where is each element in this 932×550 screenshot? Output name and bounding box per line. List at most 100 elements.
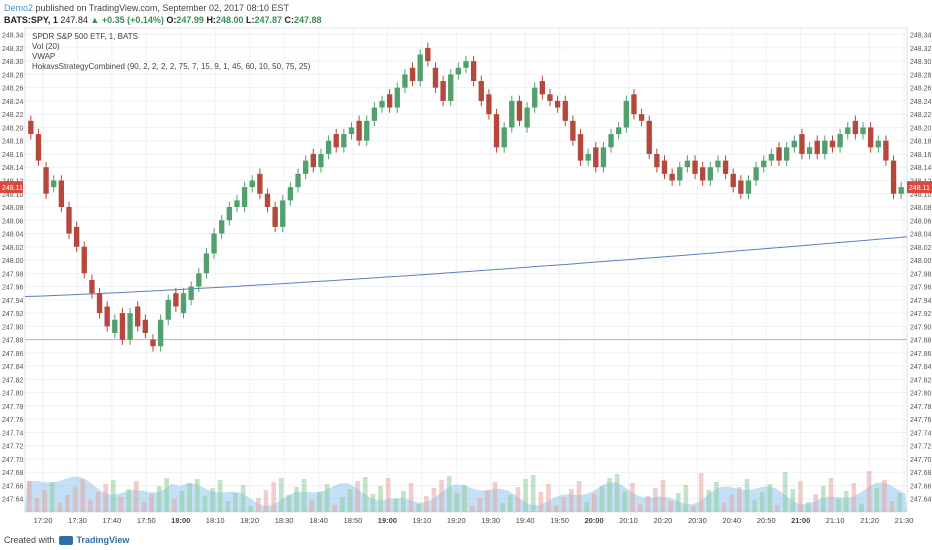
volume-bar <box>668 501 673 512</box>
volume-bar <box>569 489 574 512</box>
candle-body <box>287 187 294 201</box>
y-tick-label-left: 247.98 <box>2 271 24 278</box>
candle-body <box>257 173 263 194</box>
volume-bar <box>256 498 261 512</box>
y-tick-label-left: 247.72 <box>2 444 24 451</box>
open-label: O: <box>166 15 177 25</box>
volume-bar <box>446 476 452 512</box>
volume-bar <box>103 484 108 512</box>
volume-bar <box>790 489 796 512</box>
volume-bar <box>492 482 498 512</box>
y-tick-label-left: 247.82 <box>2 377 24 384</box>
volume-bar <box>683 485 689 512</box>
tradingview-brand[interactable]: TradingView <box>76 535 130 545</box>
candle-body <box>104 306 110 327</box>
volume-bar <box>729 495 735 512</box>
candle-body <box>150 339 156 347</box>
x-tick-label: 21:20 <box>860 516 879 525</box>
legend-symbol[interactable]: SPDR S&P 500 ETF, 1, BATS <box>32 32 138 41</box>
volume-bar <box>515 487 521 512</box>
x-tick-label: 21:30 <box>895 516 914 525</box>
candle-body <box>211 233 217 254</box>
candle-body <box>28 120 34 135</box>
y-tick-label-right: 248.34 <box>910 33 932 40</box>
vwap-line <box>24 236 908 297</box>
volume-bar <box>248 506 254 512</box>
volume-bar <box>88 500 93 512</box>
volume-bar <box>553 505 559 512</box>
x-tick-label: 20:30 <box>688 516 707 525</box>
candle-body <box>783 147 790 161</box>
y-tick-label-left: 247.70 <box>2 457 24 464</box>
candle-body <box>547 94 553 101</box>
y-tick-label-right: 247.64 <box>910 497 932 504</box>
volume-bar <box>355 481 360 512</box>
y-tick-label-left: 248.14 <box>2 165 24 172</box>
candle-body <box>654 153 660 168</box>
volume-bar <box>141 502 147 512</box>
tradingview-logo-icon <box>58 535 73 545</box>
y-tick-label-right: 247.74 <box>910 430 932 437</box>
candle-body <box>379 100 385 108</box>
created-with-text: Created with <box>4 535 55 545</box>
volume-bar <box>752 500 757 512</box>
y-tick-label-right: 248.00 <box>910 258 932 265</box>
volume-bar <box>393 499 399 512</box>
legend-vwap[interactable]: VWAP <box>32 52 56 61</box>
y-tick-label-left: 248.18 <box>2 139 24 146</box>
volume-bar <box>301 479 307 512</box>
candle-body <box>776 147 782 161</box>
volume-bar <box>65 495 70 512</box>
legend-volume[interactable]: Vol (20) <box>32 42 60 51</box>
y-tick-label-right: 247.76 <box>910 417 932 424</box>
y-tick-label-left: 247.94 <box>2 298 24 305</box>
publish-info: Demo2 published on TradingView.com, Sept… <box>4 3 289 13</box>
candle-body <box>386 94 393 108</box>
legend-strategy[interactable]: HokavsStrategyCombined (90, 2, 2, 2, 2, … <box>32 62 311 71</box>
y-tick-label-right: 247.88 <box>910 338 932 345</box>
candle-body <box>234 200 240 208</box>
high-label: H: <box>206 15 216 25</box>
candle-body <box>539 81 546 95</box>
candle-body <box>440 81 446 101</box>
candle-body <box>898 187 904 194</box>
volume-bar <box>675 493 681 512</box>
candle-body <box>570 120 576 141</box>
candle-body <box>608 134 614 148</box>
volume-bar <box>882 480 887 512</box>
candle-body <box>142 319 149 333</box>
current-price-badge <box>907 181 932 194</box>
candle-body <box>302 160 309 174</box>
x-tick-label: 19:00 <box>378 516 397 525</box>
candle-body <box>127 313 133 340</box>
candle-body <box>730 173 736 188</box>
volume-bar <box>538 492 544 512</box>
symbol-name[interactable]: BATS:SPY, 1 <box>4 15 58 25</box>
candle-body <box>669 173 675 181</box>
candle-body <box>890 160 897 194</box>
volume-bar <box>179 491 185 512</box>
y-tick-label-right: 247.96 <box>910 285 932 292</box>
volume-bar <box>225 501 231 512</box>
x-tick-label: 17:30 <box>68 516 87 525</box>
y-tick-label-right: 248.02 <box>910 245 932 252</box>
volume-bar <box>637 504 643 512</box>
candle-body <box>180 293 187 314</box>
volume-bar <box>660 480 666 512</box>
candle-body <box>402 74 408 88</box>
y-tick-label-right: 247.86 <box>910 351 932 358</box>
y-tick-label-left: 247.90 <box>2 324 24 331</box>
candle-body <box>219 220 225 234</box>
candle-body <box>112 319 118 333</box>
volume-bar <box>591 494 597 512</box>
author-link[interactable]: Demo2 <box>4 3 34 13</box>
volume-bar <box>897 493 902 512</box>
volume-bar <box>546 484 551 512</box>
candle-body <box>272 207 278 227</box>
volume-bar <box>172 499 177 512</box>
y-tick-label-left: 248.22 <box>2 112 24 119</box>
candle-body <box>867 127 874 148</box>
y-tick-label-left: 248.34 <box>2 33 24 40</box>
candle-body <box>875 140 881 148</box>
